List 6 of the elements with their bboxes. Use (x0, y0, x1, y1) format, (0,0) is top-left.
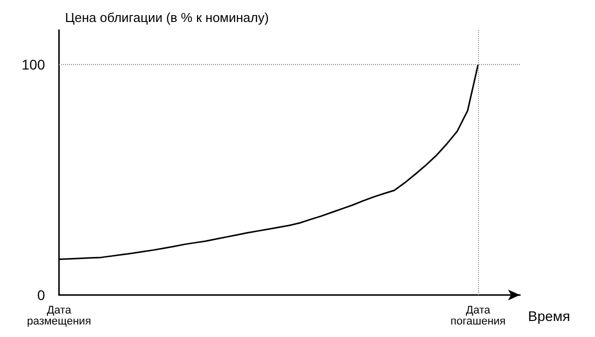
y-axis-title: Цена облигации (в % к номиналу) (65, 10, 269, 25)
y-tick-label: 0 (37, 287, 46, 303)
x-axis-title: Время (528, 308, 570, 324)
y-tick-label: 100 (22, 56, 46, 73)
x-tick-label: Дата размещения (26, 304, 92, 328)
x-tick-label: Дата погашения (450, 304, 506, 328)
